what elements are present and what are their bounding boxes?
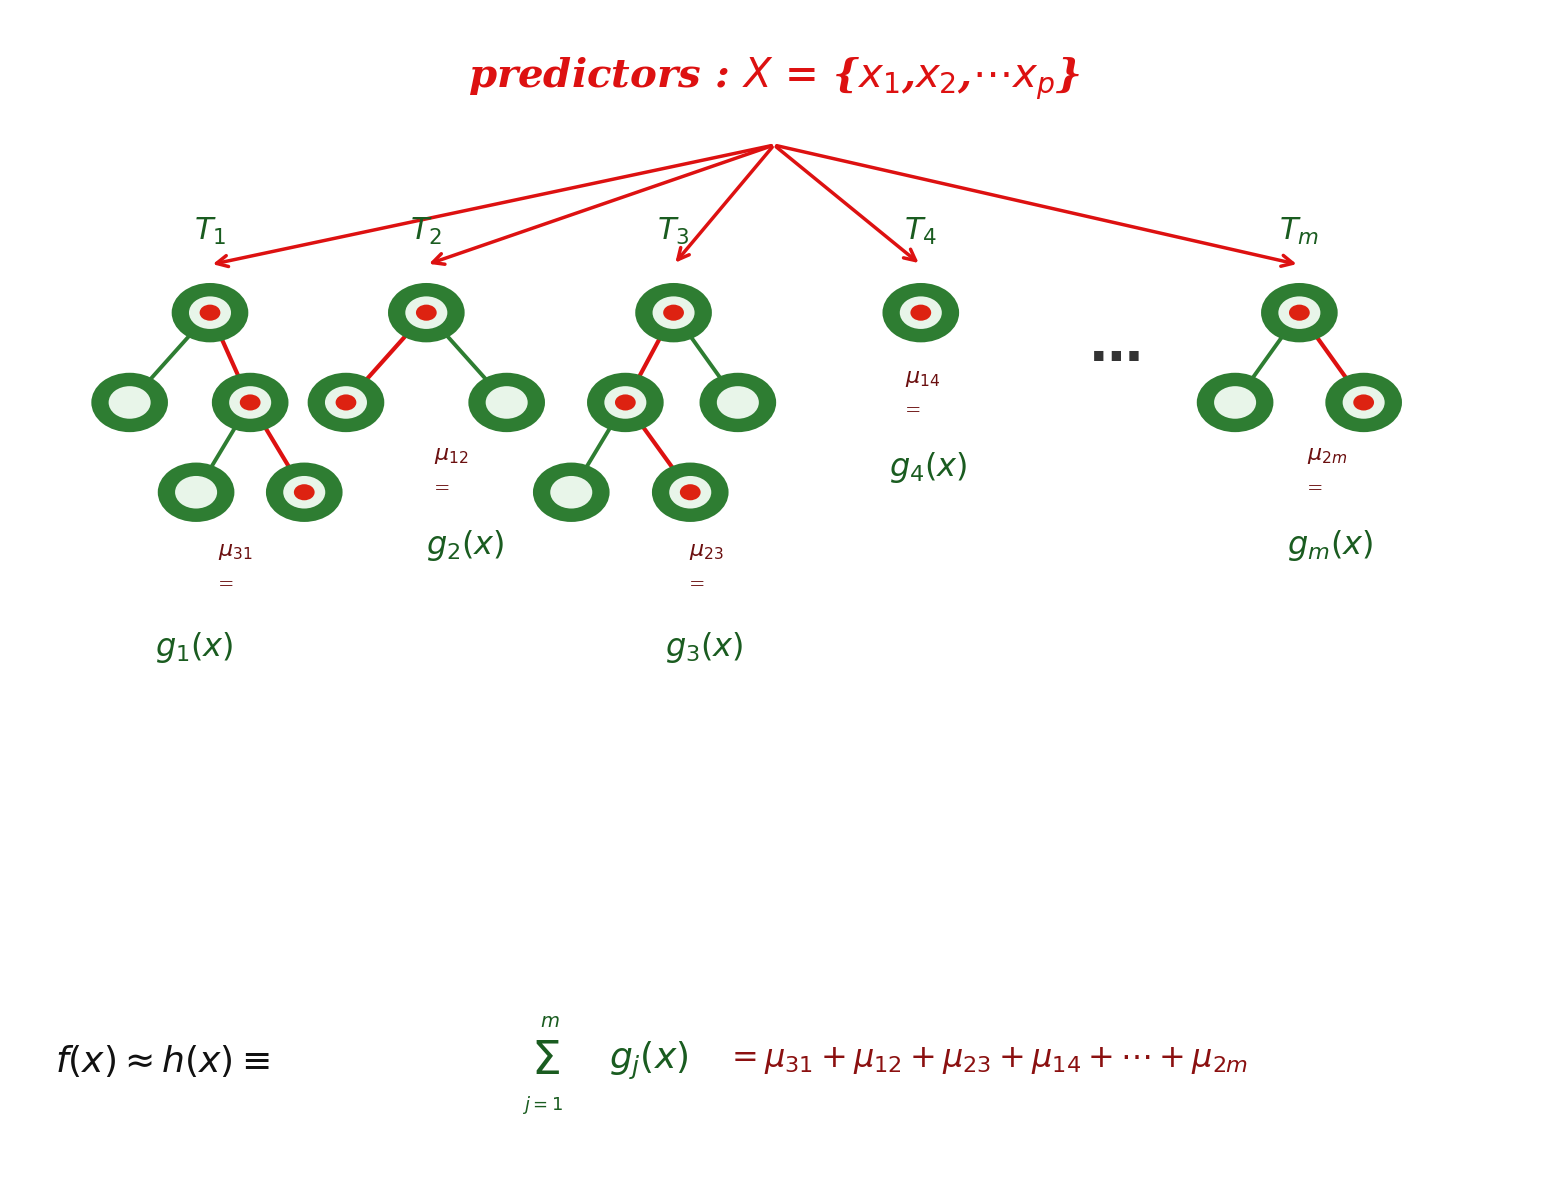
Text: $\mathit{T}_2$: $\mathit{T}_2$ [410,216,443,247]
Text: =: = [218,576,234,594]
Circle shape [700,373,776,432]
Circle shape [1262,283,1337,342]
Circle shape [200,305,220,320]
Text: =: = [433,480,450,498]
Circle shape [587,373,664,432]
Circle shape [212,373,288,432]
Circle shape [389,283,464,342]
Circle shape [1353,395,1375,410]
Circle shape [240,395,260,410]
Circle shape [899,296,941,329]
Text: $\Sigma$: $\Sigma$ [531,1038,560,1084]
Text: $\mathit{T}_3$: $\mathit{T}_3$ [658,216,690,247]
Circle shape [172,283,248,342]
Text: $\mathit{T}_1$: $\mathit{T}_1$ [194,216,226,247]
Text: predictors : $\mathit{X}$ = {$\mathit{x}_1$,$\mathit{x}_2$,$\cdots$$\mathit{x}_p: predictors : $\mathit{X}$ = {$\mathit{x}… [467,55,1081,103]
Text: $\mu_{31}$: $\mu_{31}$ [218,540,252,562]
Circle shape [158,462,234,522]
Circle shape [1197,373,1274,432]
Circle shape [325,386,367,419]
Circle shape [336,395,356,410]
Text: $g_2(x)$: $g_2(x)$ [426,528,505,563]
Text: =: = [906,402,923,420]
Circle shape [308,373,384,432]
Text: $\mu_{12}$: $\mu_{12}$ [433,444,469,467]
Circle shape [635,283,712,342]
Text: $m$: $m$ [540,1013,560,1031]
Circle shape [189,296,231,329]
Circle shape [882,283,960,342]
Text: $f(x) \approx h(x) \equiv$: $f(x) \approx h(x) \equiv$ [56,1043,269,1079]
Circle shape [406,296,447,329]
Circle shape [615,395,636,410]
Circle shape [469,373,545,432]
Text: $\mathit{T}_4$: $\mathit{T}_4$ [904,216,938,247]
Circle shape [604,386,647,419]
Text: $g_j(x)$: $g_j(x)$ [608,1040,687,1082]
Circle shape [175,476,217,509]
Text: $g_4(x)$: $g_4(x)$ [889,450,968,485]
Circle shape [669,476,711,509]
Text: $= \mu_{31}+\mu_{12}+\mu_{23}+\mu_{14}+\cdots+\mu_{2m}$: $= \mu_{31}+\mu_{12}+\mu_{23}+\mu_{14}+\… [724,1045,1248,1076]
Circle shape [294,485,314,500]
Text: $g_3(x)$: $g_3(x)$ [666,630,743,665]
Text: $\mu_{23}$: $\mu_{23}$ [689,540,724,562]
Circle shape [680,485,701,500]
Circle shape [1325,373,1402,432]
Circle shape [653,296,695,329]
Circle shape [229,386,271,419]
Circle shape [108,386,150,419]
Circle shape [416,305,437,320]
Circle shape [91,373,169,432]
Circle shape [717,386,759,419]
Circle shape [266,462,342,522]
Text: $\mu_{14}$: $\mu_{14}$ [906,366,941,389]
Text: $g_m(x)$: $g_m(x)$ [1288,528,1373,563]
Circle shape [1289,305,1310,320]
Circle shape [533,462,610,522]
Text: $\mathit{T}_m$: $\mathit{T}_m$ [1279,216,1319,247]
Circle shape [910,305,932,320]
Circle shape [1214,386,1255,419]
Text: =: = [689,576,706,594]
Circle shape [550,476,593,509]
Text: $\mu_{2m}$: $\mu_{2m}$ [1307,444,1347,467]
Text: $g_1(x)$: $g_1(x)$ [155,630,234,665]
Circle shape [1342,386,1384,419]
Circle shape [1279,296,1320,329]
Circle shape [663,305,684,320]
Text: $\boldsymbol{\cdots}$: $\boldsymbol{\cdots}$ [1088,332,1139,383]
Text: =: = [1307,480,1324,498]
Circle shape [283,476,325,509]
Circle shape [486,386,528,419]
Circle shape [652,462,729,522]
Text: $j=1$: $j=1$ [522,1094,562,1116]
